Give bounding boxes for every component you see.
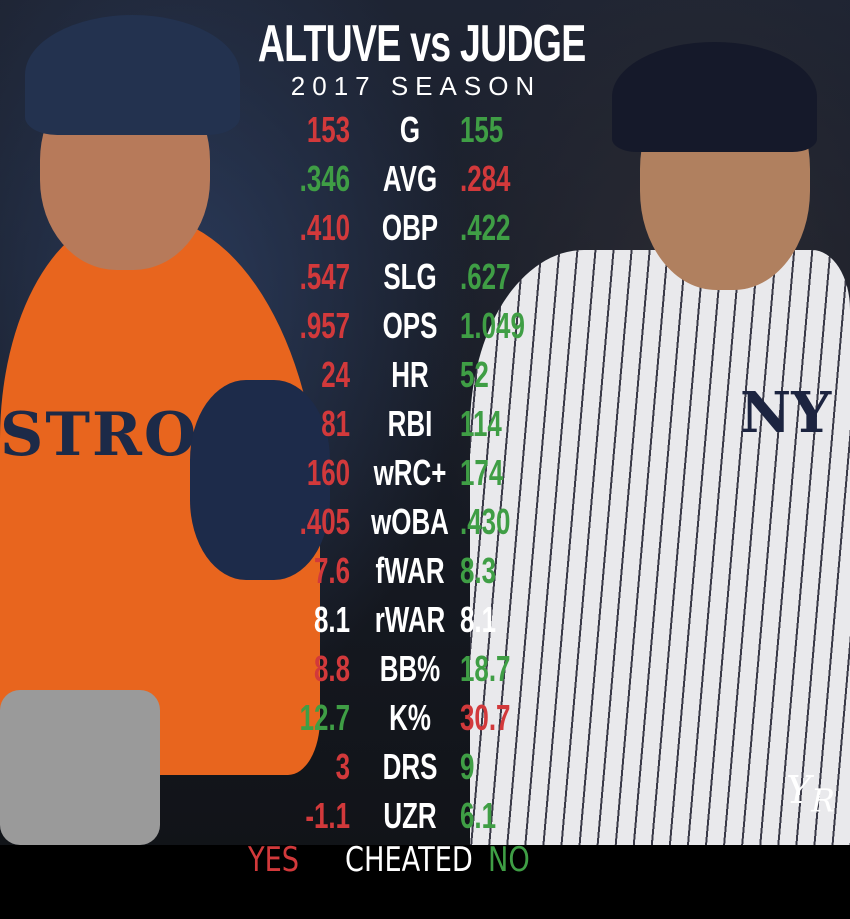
altuve-value: 153 [306, 109, 350, 150]
judge-value: .284 [460, 158, 511, 199]
altuve-value: .410 [299, 207, 350, 248]
stat-label: HR [391, 354, 429, 395]
judge-value: 1.049 [460, 305, 525, 346]
judge-value: 174 [460, 452, 504, 493]
altuve-value: 3 [335, 746, 350, 787]
stat-label: rWAR [374, 599, 446, 640]
stat-label: K% [389, 697, 431, 738]
judge-value: .430 [460, 501, 511, 542]
yankees-logo: NY [740, 380, 832, 446]
stat-label: fWAR [375, 550, 445, 591]
judge-photo-jersey [470, 250, 850, 845]
stat-label: SLG [383, 256, 437, 297]
altuve-photo-pants [0, 690, 160, 845]
stat-label: OPS [382, 305, 438, 346]
stat-label: BB% [379, 648, 441, 689]
stat-label: wOBA [371, 501, 449, 542]
altuve-value: -1.1 [305, 795, 350, 836]
footer-no: NO [488, 840, 530, 880]
judge-value: 9 [460, 746, 475, 787]
stat-row: 7.6 fWAR 8.3 [0, 548, 850, 594]
stat-label: UZR [383, 795, 437, 836]
altuve-value: 12.7 [299, 697, 350, 738]
altuve-value: .405 [299, 501, 350, 542]
stat-label: AVG [382, 158, 438, 199]
stat-row: .957 OPS 1.049 [0, 303, 850, 349]
astros-jersey-lettering: STRO [0, 400, 199, 470]
judge-value: 18.7 [460, 648, 511, 689]
footer-cheated: CHEATED [345, 840, 473, 880]
stat-row: 12.7 K% 30.7 [0, 695, 850, 741]
stat-row: 8.8 BB% 18.7 [0, 646, 850, 692]
stat-row: 160 wRC+ 174 [0, 450, 850, 496]
judge-value: 52 [460, 354, 489, 395]
page-title: ALTUVE vs JUDGE [257, 15, 586, 73]
altuve-value: 8.8 [313, 648, 350, 689]
judge-value: .422 [460, 207, 511, 248]
altuve-value: .547 [299, 256, 350, 297]
stat-row: -1.1 UZR 6.1 [0, 793, 850, 839]
stat-label: RBI [387, 403, 433, 444]
stat-label: G [399, 109, 421, 150]
altuve-value: 81 [321, 403, 350, 444]
stat-row: .405 wOBA .430 [0, 499, 850, 545]
stat-row: 8.1 rWAR 8.1 [0, 597, 850, 643]
stat-row: 24 HR 52 [0, 352, 850, 398]
judge-photo-helmet [612, 42, 817, 152]
stat-label: OBP [381, 207, 439, 248]
altuve-value: 24 [321, 354, 350, 395]
stat-row: .346 AVG .284 [0, 156, 850, 202]
altuve-value: 8.1 [313, 599, 350, 640]
altuve-value: 160 [306, 452, 350, 493]
judge-value: 114 [460, 403, 502, 444]
stat-label: wRC+ [373, 452, 447, 493]
stat-row: 3 DRS 9 [0, 744, 850, 790]
stat-row: .410 OBP .422 [0, 205, 850, 251]
altuve-value: .957 [299, 305, 350, 346]
altuve-value: 7.6 [313, 550, 350, 591]
page-subtitle: 2017 SEASON [290, 71, 542, 101]
judge-value: 8.3 [460, 550, 497, 591]
judge-value: 155 [460, 109, 504, 150]
stat-row: 81 RBI 114 [0, 401, 850, 447]
altuve-photo-helmet [25, 15, 240, 135]
footer-yes: YES [248, 840, 300, 880]
judge-value: .627 [460, 256, 511, 297]
judge-value: 6.1 [460, 795, 497, 836]
altuve-value: .346 [299, 158, 350, 199]
altuve-photo-arm [190, 380, 330, 580]
stat-label: DRS [382, 746, 438, 787]
watermark-logo: YR [786, 768, 835, 820]
stat-row: .547 SLG .627 [0, 254, 850, 300]
judge-value: 30.7 [460, 697, 511, 738]
judge-value: 8.1 [460, 599, 497, 640]
bottom-bar [0, 845, 850, 919]
stat-row: 153 G 155 [0, 107, 850, 153]
